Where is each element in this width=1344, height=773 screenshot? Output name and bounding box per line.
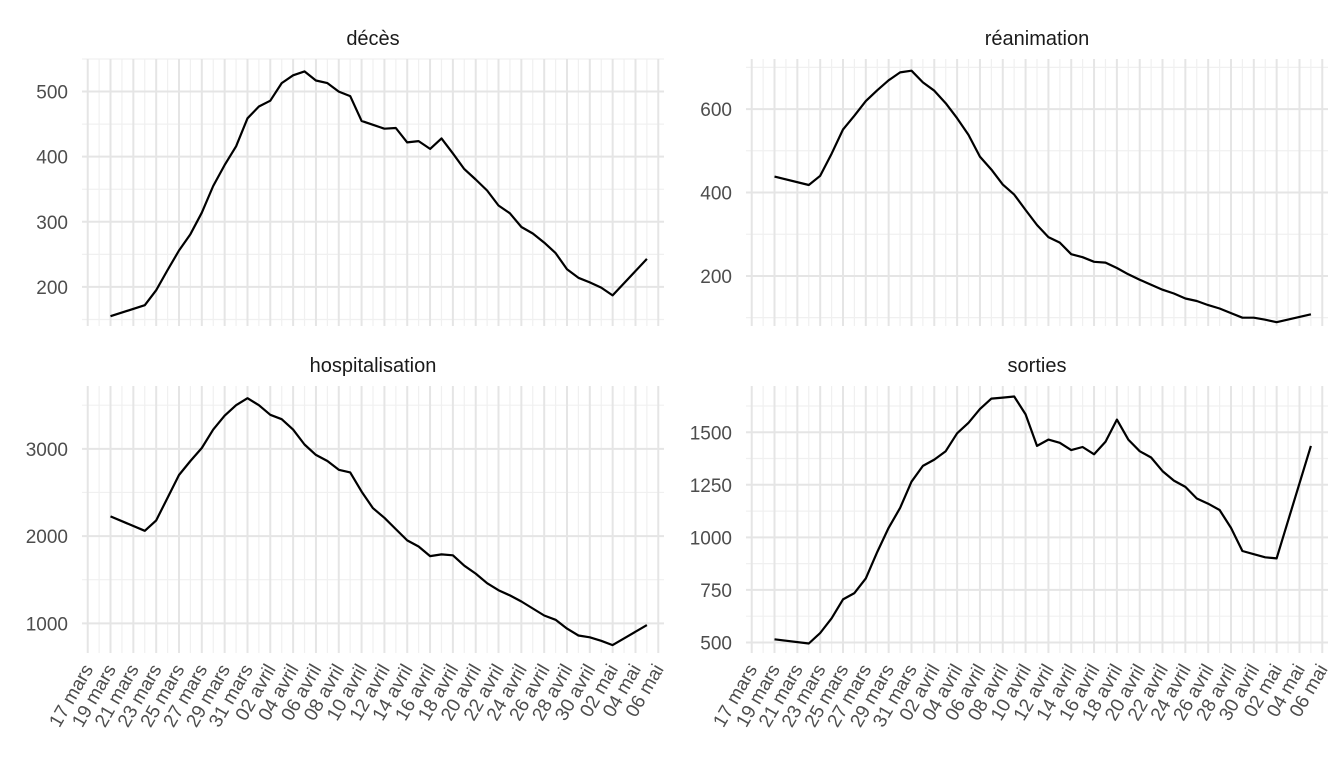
series-line — [774, 395, 1312, 645]
panel-title: sorties — [1008, 355, 1067, 377]
y-tick-label: 300 — [36, 213, 68, 234]
series-line — [110, 70, 648, 318]
panel-title: réanimation — [985, 28, 1090, 50]
y-tick-label: 1500 — [690, 423, 732, 444]
panel-1: 200 400 600 réanimation — [700, 28, 1328, 326]
y-tick-label: 500 — [36, 83, 68, 104]
y-tick-label: 2000 — [26, 527, 68, 548]
panel-title: décès — [346, 28, 399, 50]
y-tick-label: 500 — [700, 633, 732, 654]
y-tick-label: 200 — [700, 267, 732, 288]
y-tick-label: 750 — [700, 581, 732, 602]
y-tick-label: 1000 — [26, 614, 68, 635]
y-tick-label: 600 — [700, 100, 732, 121]
y-tick-label: 1000 — [690, 528, 732, 549]
y-tick-label: 400 — [700, 184, 732, 205]
y-tick-label: 200 — [36, 278, 68, 299]
series-line — [774, 69, 1312, 324]
panel-0: 200 300 400 500 décès — [36, 28, 664, 326]
y-tick-label: 1250 — [690, 476, 732, 497]
series-line — [110, 397, 648, 647]
y-tick-label: 400 — [36, 148, 68, 169]
y-tick-label: 3000 — [26, 440, 68, 461]
panel-title: hospitalisation — [310, 355, 437, 377]
